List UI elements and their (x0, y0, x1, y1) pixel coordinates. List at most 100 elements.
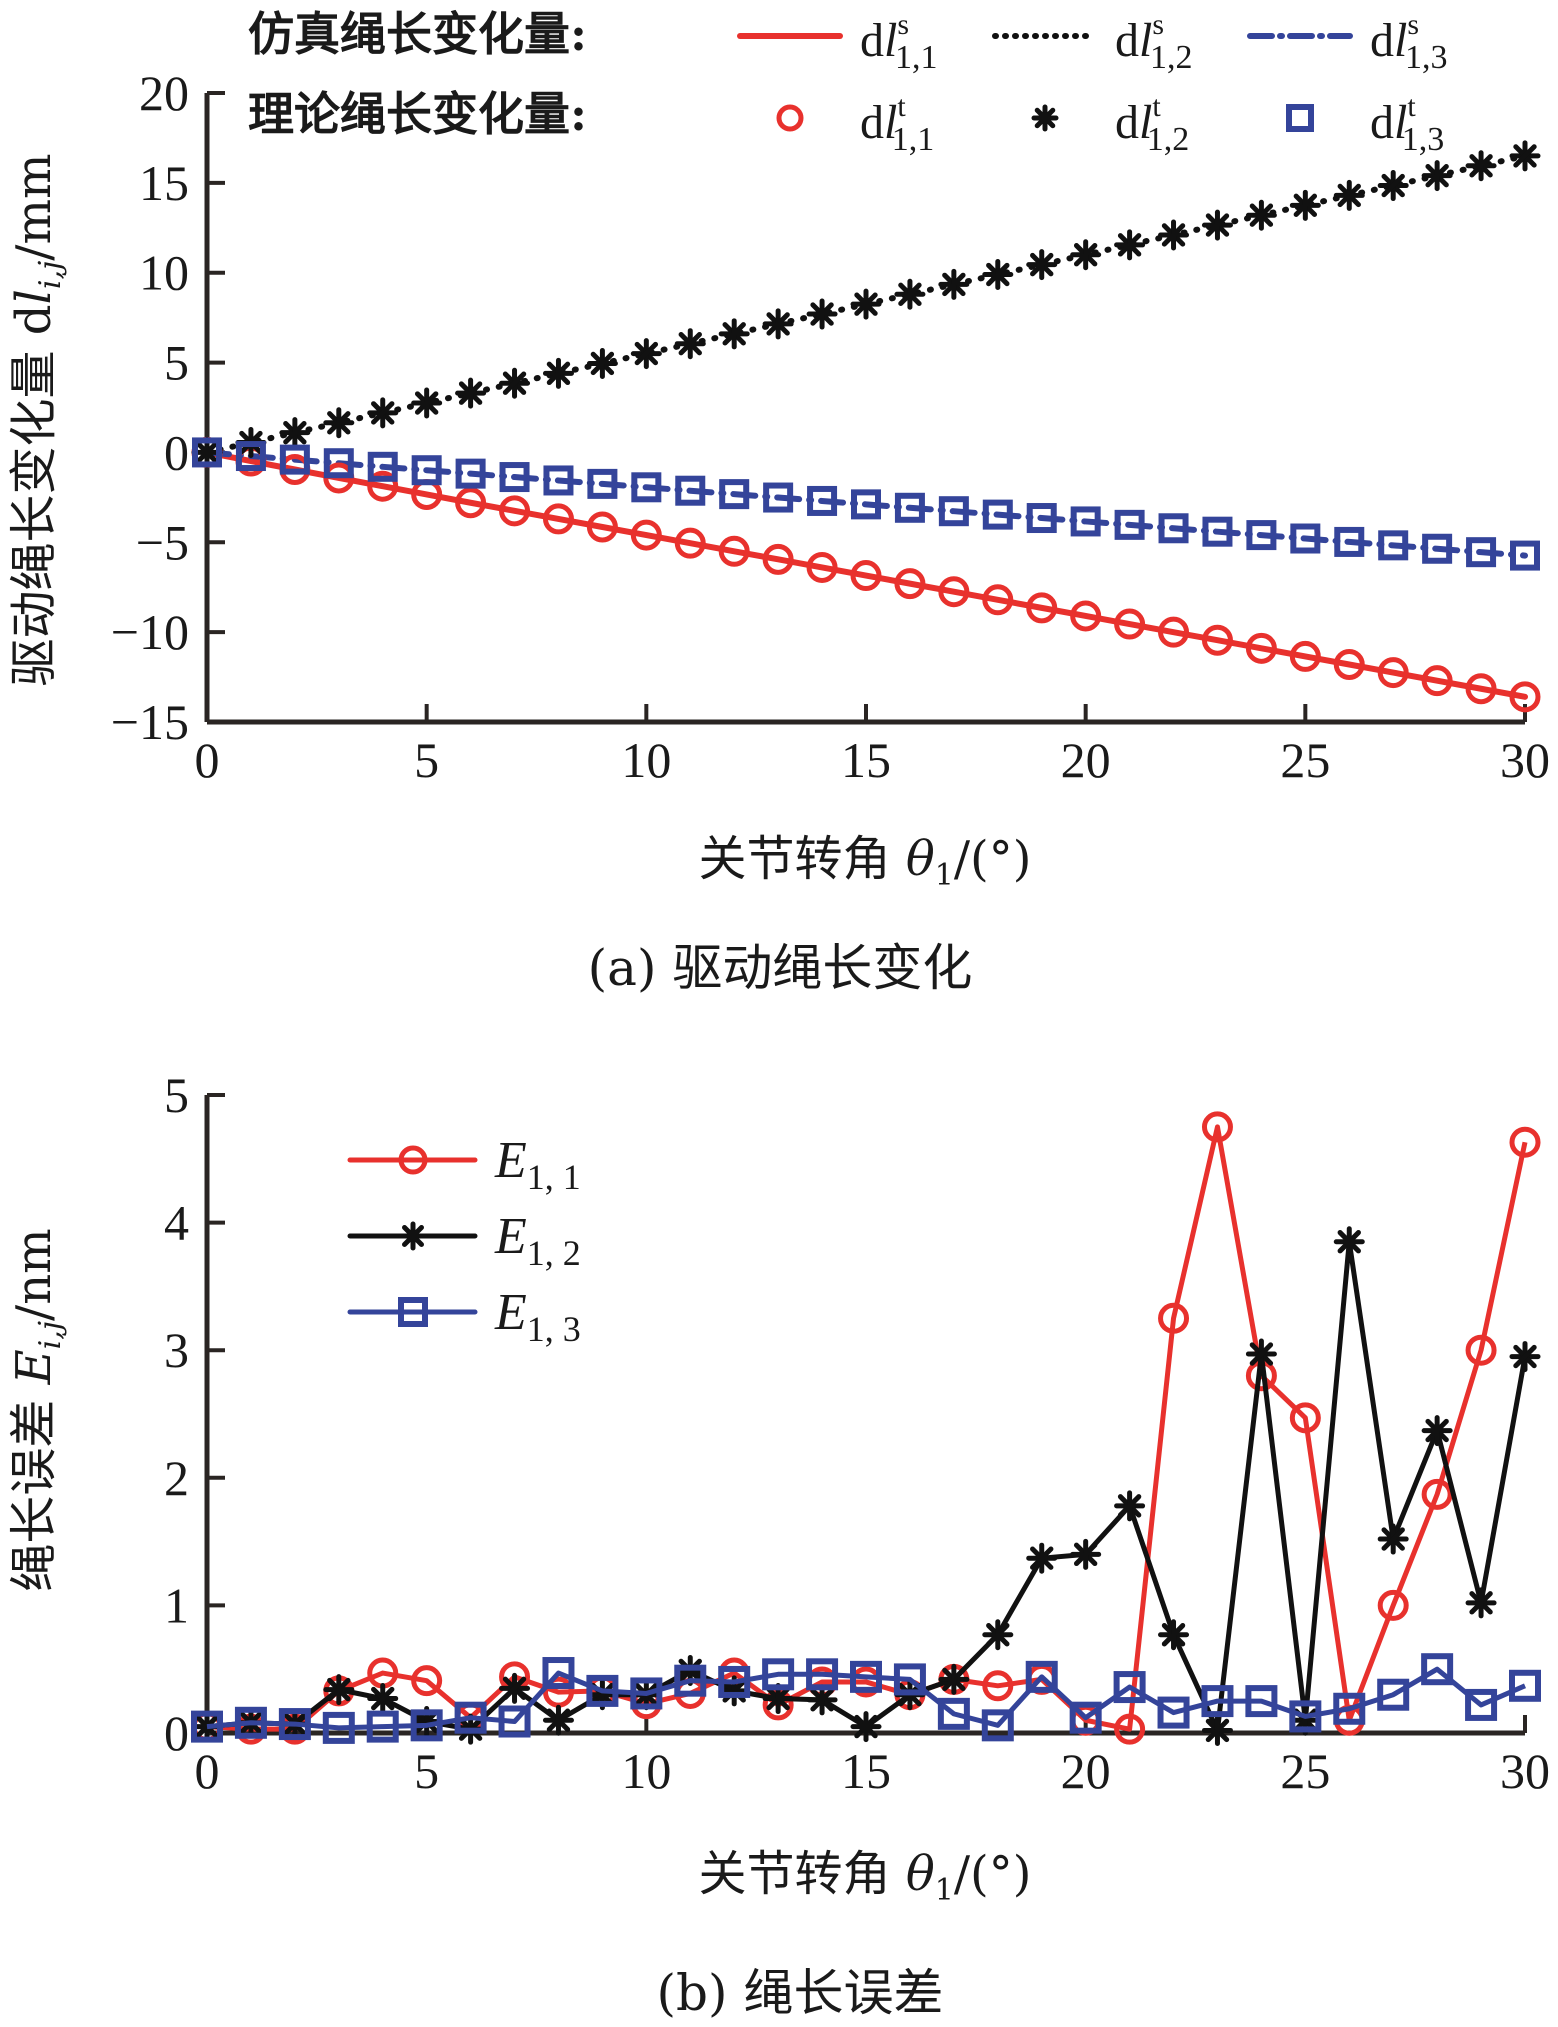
asterisk-stroke (546, 1708, 571, 1732)
data-point (806, 298, 838, 330)
asterisk-stroke (1073, 1542, 1098, 1567)
data-point (674, 328, 706, 360)
legend-item-s-1-1: dls 1,1 (737, 8, 938, 76)
data-point (894, 278, 926, 310)
data-point (1421, 1653, 1454, 1686)
data-point (806, 1684, 838, 1716)
data-point (1114, 509, 1145, 540)
data-point (367, 451, 398, 482)
asterisk-stroke (327, 411, 351, 435)
data-point (279, 444, 310, 475)
asterisk-stroke (810, 1688, 834, 1712)
asterisk-stroke (1469, 1591, 1493, 1615)
asterisk-stroke (634, 341, 659, 366)
asterisk-stroke (1381, 1527, 1405, 1551)
series-line (206, 1239, 1528, 1733)
legend-label: dls 1,1 (860, 8, 938, 76)
asterisk-stroke (766, 1686, 790, 1711)
data-point (1158, 513, 1189, 544)
data-point (499, 1672, 531, 1704)
data-point (1509, 1341, 1541, 1373)
data-point (1026, 249, 1058, 281)
data-point (1421, 1415, 1453, 1447)
data-point (631, 472, 662, 503)
asterisk-stroke (1425, 163, 1449, 188)
data-point (850, 560, 882, 592)
data-point (499, 495, 531, 527)
chart-b-x-tick-label: 0 (195, 1743, 220, 1799)
legend-item-E-1-2: E1, 2 (347, 1208, 581, 1273)
asterisk-stroke (283, 420, 307, 445)
chart-a-x-tick-label: 20 (1061, 732, 1111, 788)
legend-label: E1, 3 (494, 1284, 581, 1349)
chart-b-x-tick-label: 15 (841, 1743, 891, 1799)
data-point (411, 387, 443, 419)
data-point (1333, 179, 1365, 211)
data-point (1158, 1302, 1190, 1334)
chart-a-x-tick-label: 15 (841, 732, 891, 788)
data-point (1377, 1523, 1409, 1555)
data-point (806, 551, 838, 583)
data-point (1289, 1700, 1322, 1733)
asterisk-stroke (1293, 193, 1318, 218)
data-point (674, 1664, 707, 1697)
data-point (1026, 1542, 1058, 1574)
data-point (499, 367, 531, 399)
data-point (499, 462, 530, 493)
chart-b-x-tick-label: 5 (414, 1743, 439, 1799)
data-point (1070, 600, 1102, 632)
data-point (1421, 665, 1453, 697)
series-E_1,1 (191, 1111, 1541, 1745)
data-point (1201, 1685, 1234, 1718)
data-point (278, 1708, 311, 1741)
data-point (1114, 229, 1146, 261)
data-point (1377, 1589, 1409, 1621)
legend-item-E-1-3: E1, 3 (347, 1284, 581, 1349)
asterisk-stroke (1337, 1230, 1361, 1254)
asterisk-stroke (502, 1676, 527, 1701)
asterisk-stroke (854, 292, 878, 316)
data-point (982, 1619, 1014, 1651)
data-point (234, 1706, 267, 1739)
chart-b-y-axis-title: 绳长误差 Ei,j/nm (6, 1228, 68, 1591)
data-point (630, 519, 662, 551)
data-point (718, 535, 750, 567)
asterisk-stroke (1381, 173, 1405, 198)
asterisk-stroke (810, 302, 834, 326)
chart-b-y-tick-label: 2 (164, 1450, 189, 1506)
data-point (938, 1663, 970, 1695)
chart-a-y-tick-label: −10 (111, 604, 189, 660)
asterisk-stroke (402, 1225, 424, 1247)
legend-marker-swatch (1031, 104, 1059, 132)
legend-marker-swatch (776, 104, 804, 132)
chart-b-x-tick-label: 10 (621, 1743, 671, 1799)
data-point (455, 377, 487, 409)
data-point (1509, 140, 1541, 172)
data-point (981, 1709, 1014, 1742)
data-point (762, 308, 794, 340)
data-point (1333, 1226, 1365, 1258)
data-point (1510, 540, 1540, 571)
data-point (894, 568, 926, 600)
data-point (982, 584, 1014, 616)
data-point (982, 499, 1013, 530)
data-point (1026, 592, 1058, 624)
data-point (411, 1665, 443, 1697)
legend-row-theoretical-label: 理论绳长变化量: (248, 87, 587, 141)
data-point (1201, 624, 1233, 656)
legend-item-s-1-3: dls 1,3 (1247, 8, 1448, 76)
asterisk-stroke (942, 1667, 966, 1692)
chart-a-y-tick-label: −5 (136, 514, 189, 570)
data-point (542, 1657, 575, 1690)
data-point (455, 458, 486, 489)
chart-a-x-tick-label: 30 (1500, 732, 1550, 788)
data-point (938, 496, 969, 527)
chart-b-y-tick-label: 4 (164, 1195, 189, 1251)
data-point (1245, 632, 1277, 664)
data-point (586, 347, 618, 379)
chart-a-x-tick-label: 25 (1280, 732, 1330, 788)
data-point (1465, 150, 1497, 182)
asterisk-stroke (1513, 1344, 1537, 1369)
asterisk-stroke (1249, 203, 1274, 227)
